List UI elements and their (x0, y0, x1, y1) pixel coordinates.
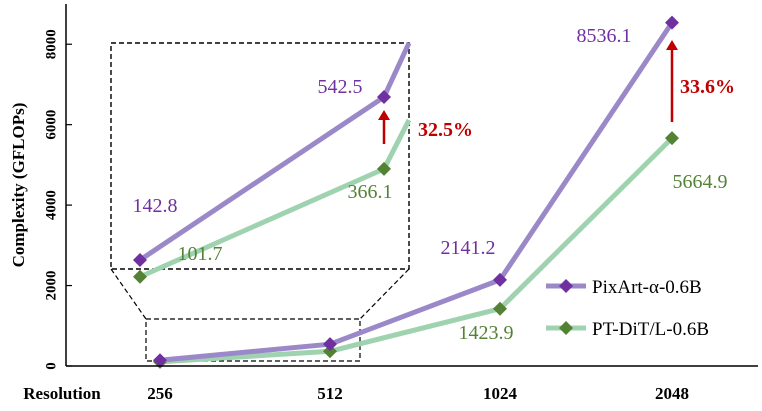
data-point (493, 301, 507, 316)
data-point (665, 15, 679, 30)
series-line (159, 136, 674, 365)
inset-data-point (377, 90, 391, 104)
legend-label: PT-DiT/L-0.6B (592, 319, 709, 340)
y-tick-label: 0 (43, 362, 59, 370)
x-tick-label: 256 (147, 384, 173, 403)
zoom-connector (359, 268, 410, 320)
data-labels: 142.8 542.5 101.7 366.1 2141.2 8536.1 1423.9 56… (133, 25, 736, 344)
plot-area (153, 15, 679, 369)
data-label: 5664.9 (673, 171, 728, 193)
zoom-connector (110, 268, 147, 320)
inset-series-line (138, 41, 412, 263)
inset-data-point (377, 161, 391, 176)
data-label: 1423.9 (459, 322, 514, 344)
axes: 0 2000 4000 6000 8000 Complexity (GFLOPs) 256 5… (9, 4, 758, 403)
increase-arrow-head (666, 40, 678, 50)
data-label: 142.8 (133, 195, 178, 217)
x-tick-label: 1024 (483, 384, 518, 403)
inset-data-point (133, 269, 147, 284)
increase-arrow-head (378, 110, 390, 120)
legend-swatch-marker (559, 321, 573, 335)
zoom-inset (110, 41, 412, 362)
y-tick-label: 2000 (43, 271, 59, 301)
y-axis-label: Complexity (GFLOPs) (9, 103, 28, 268)
x-tick-label: 512 (317, 384, 343, 403)
data-point (323, 344, 337, 359)
data-label: 366.1 (348, 181, 393, 203)
annotation-label: 33.6% (680, 76, 735, 98)
legend-swatch-marker (559, 279, 573, 293)
zoom-box (145, 318, 361, 362)
y-tick-label: 4000 (43, 190, 59, 220)
data-label: 542.5 (318, 76, 363, 98)
annotation-label: 32.5% (418, 119, 473, 141)
data-label: 101.7 (178, 243, 223, 265)
inset-data-point (133, 253, 147, 267)
x-tick-label: 2048 (655, 384, 689, 403)
x-axis-label: Resolution (23, 384, 101, 403)
data-label: 8536.1 (577, 25, 632, 47)
data-point (323, 337, 337, 352)
legend: PixArt-α-0.6B PT-DiT/L-0.6B (546, 277, 709, 340)
y-tick-label: 6000 (43, 110, 59, 140)
y-tick-label: 8000 (43, 29, 59, 59)
inset-box (110, 42, 410, 270)
data-point (665, 131, 679, 146)
data-point (493, 272, 507, 287)
series-line (159, 21, 675, 363)
data-label: 2141.2 (441, 237, 496, 259)
legend-label: PixArt-α-0.6B (592, 277, 702, 298)
data-point (153, 353, 167, 368)
